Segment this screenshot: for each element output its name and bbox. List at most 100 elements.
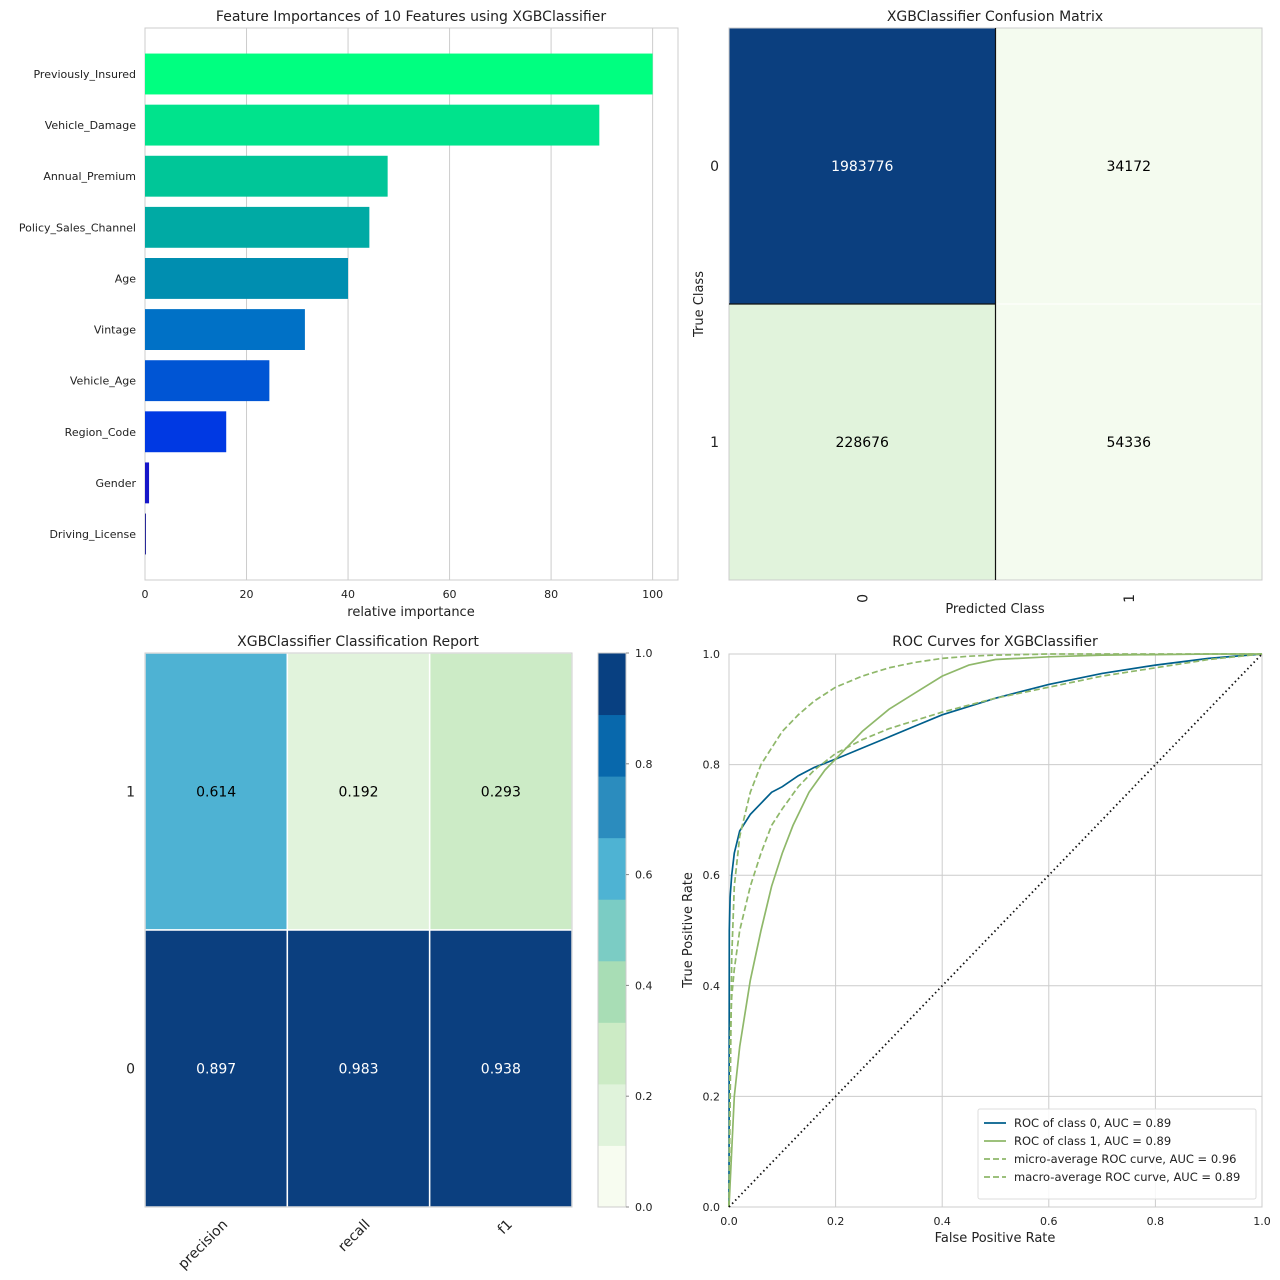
- cr-colorbar-segment: [598, 1022, 626, 1085]
- fi-bar: [145, 206, 370, 248]
- cr-colorbar-tick-label: 0.0: [635, 1201, 653, 1214]
- fi-category-label: Gender: [95, 477, 136, 490]
- fi-bar: [145, 513, 146, 555]
- fi-category-label: Driving_License: [49, 528, 136, 541]
- roc-xtick-label: 0.0: [720, 1215, 738, 1228]
- cr-cell: [144, 652, 289, 931]
- roc-ytick-label: 0.4: [703, 980, 721, 993]
- roc-legend-label: macro-average ROC curve, AUC = 0.89: [1014, 1170, 1240, 1184]
- cm-row-label: 1: [710, 435, 719, 451]
- fi-xlabel: relative importance: [347, 605, 474, 620]
- roc-title: ROC Curves for XGBClassifier: [892, 634, 1098, 650]
- roc-series-line: [728, 653, 1263, 1208]
- fi-bar: [145, 360, 270, 402]
- fi-category-label: Previously_Insured: [33, 68, 136, 81]
- roc-ytick-label: 0.8: [703, 759, 721, 772]
- cr-colorbar-segment: [598, 899, 626, 962]
- cr-cell: [144, 929, 289, 1208]
- cr-cell-value: 0.938: [481, 1062, 521, 1078]
- classification-report-chart: XGBClassifier Classification Report 0.61…: [126, 634, 652, 1273]
- cr-cell-value: 0.897: [196, 1062, 236, 1078]
- cr-cell-value: 0.192: [338, 785, 378, 801]
- cm-cell-value: 34172: [1106, 159, 1151, 175]
- fi-category-label: Vehicle_Damage: [45, 119, 136, 132]
- cm-col-label: 0: [855, 594, 871, 603]
- fi-bar: [145, 462, 150, 504]
- cr-colorbar-segment: [598, 960, 626, 1023]
- cr-colorbar-segment: [598, 714, 626, 777]
- cr-colorbar-frame: [597, 652, 627, 1208]
- fi-bar: [145, 104, 600, 146]
- cr-colorbar-segment: [598, 1145, 626, 1208]
- roc-legend-label: micro-average ROC curve, AUC = 0.96: [1014, 1152, 1236, 1166]
- roc-xtick-label: 0.6: [1040, 1215, 1058, 1228]
- cr-colorbar-tick-label: 0.6: [635, 869, 653, 882]
- fi-xtick-label: 20: [240, 588, 254, 601]
- fi-bar: [145, 53, 653, 95]
- cm-cell-value: 1983776: [831, 159, 893, 175]
- cr-row-label: 1: [126, 785, 135, 801]
- roc-legend-label: ROC of class 0, AUC = 0.89: [1014, 1116, 1171, 1130]
- cr-colorbar-tick-label: 0.8: [635, 758, 653, 771]
- fi-title: Feature Importances of 10 Features using…: [216, 9, 606, 25]
- fi-category-label: Region_Code: [65, 426, 137, 439]
- cr-cell: [286, 929, 431, 1208]
- roc-legend-box: [977, 1108, 1257, 1200]
- cr-colorbar-segment: [598, 837, 626, 900]
- cm-xlabel: Predicted Class: [945, 602, 1045, 617]
- fi-category-label: Age: [115, 272, 137, 285]
- fi-bar: [145, 155, 388, 197]
- roc-xtick-label: 0.4: [933, 1215, 951, 1228]
- cr-colorbar-segment: [598, 1083, 626, 1146]
- confusion-matrix-chart: XGBClassifier Confusion Matrix Predicted…: [692, 9, 1263, 617]
- cm-cell-value: 54336: [1106, 435, 1151, 451]
- roc-chart: ROC Curves for XGBClassifier False Posit…: [681, 634, 1271, 1246]
- roc-ytick-label: 1.0: [703, 648, 721, 661]
- cr-cell-value: 0.614: [196, 785, 236, 801]
- fi-category-label: Policy_Sales_Channel: [19, 221, 136, 234]
- cr-frame: [144, 652, 573, 1208]
- fi-category-label: Vintage: [94, 324, 136, 337]
- cr-colorbar-tick-label: 0.2: [635, 1090, 653, 1103]
- fi-xtick-label: 100: [642, 588, 663, 601]
- fi-xtick-label: 80: [544, 588, 558, 601]
- cr-colorbar-segment: [598, 776, 626, 839]
- cr-cell: [286, 652, 431, 931]
- roc-ytick-label: 0.6: [703, 869, 721, 882]
- cm-cell: [728, 303, 996, 581]
- roc-xtick-label: 0.2: [827, 1215, 845, 1228]
- cm-col-label: 1: [1122, 594, 1138, 603]
- cr-cell-value: 0.983: [338, 1062, 378, 1078]
- fi-category-label: Annual_Premium: [43, 170, 136, 183]
- roc-xtick-label: 0.8: [1147, 1215, 1165, 1228]
- fi-bar: [145, 309, 305, 350]
- cr-cell-value: 0.293: [481, 785, 521, 801]
- cm-cell: [995, 303, 1263, 581]
- roc-ytick-label: 0.2: [703, 1090, 721, 1103]
- roc-xlabel: False Positive Rate: [935, 1231, 1056, 1246]
- fi-xtick-label: 40: [341, 588, 355, 601]
- roc-legend-label: ROC of class 1, AUC = 0.89: [1014, 1134, 1171, 1148]
- fi-bar: [145, 411, 227, 453]
- cm-title: XGBClassifier Confusion Matrix: [887, 9, 1103, 25]
- roc-series-line: [728, 653, 1263, 1208]
- cr-colorbar-tick-label: 1.0: [635, 647, 653, 660]
- roc-ytick-label: 0.0: [703, 1201, 721, 1214]
- roc-series-line: [728, 653, 1262, 1208]
- fi-category-label: Vehicle_Age: [70, 375, 136, 388]
- roc-xtick-label: 1.0: [1253, 1215, 1271, 1228]
- feature-importance-chart: Feature Importances of 10 Features using…: [19, 9, 679, 620]
- cm-ylabel: True Class: [692, 271, 707, 338]
- roc-diagonal-reference: [728, 653, 1263, 1208]
- roc-ylabel: True Positive Rate: [681, 872, 696, 989]
- cr-colorbar-segment: [598, 653, 626, 716]
- cm-cell-value: 228676: [836, 435, 890, 451]
- cm-row-label: 0: [710, 159, 719, 175]
- cr-cell: [428, 652, 573, 931]
- fi-bar: [145, 258, 349, 299]
- cr-title: XGBClassifier Classification Report: [237, 634, 479, 650]
- fi-xtick-label: 60: [443, 588, 457, 601]
- fi-xtick-label: 0: [142, 588, 149, 601]
- cr-row-label: 0: [126, 1062, 135, 1078]
